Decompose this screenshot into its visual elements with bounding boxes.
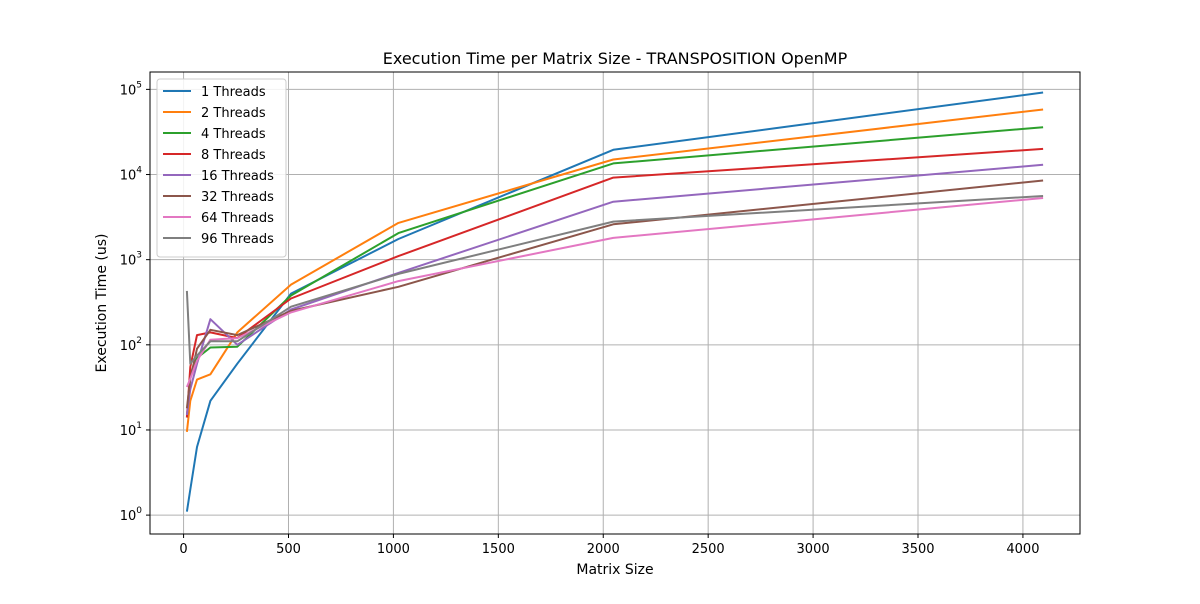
legend-label: 96 Threads [201, 232, 274, 247]
y-tick-label: 101 [120, 421, 142, 439]
legend-label: 4 Threads [201, 127, 266, 142]
legend-label: 16 Threads [201, 169, 274, 184]
x-tick-label: 2500 [692, 542, 725, 557]
legend-label: 32 Threads [201, 190, 274, 205]
legend: 1 Threads 2 Threads 4 Threads 8 Threads 16 T… [156, 78, 287, 258]
legend-label: 1 Threads [201, 85, 266, 100]
y-axis-label: Execution Time (us) [94, 234, 110, 373]
y-tick-label: 105 [120, 80, 142, 98]
series-line [185, 126, 1044, 418]
x-tick-label: 0 [179, 542, 187, 557]
legend-box [156, 78, 287, 258]
series-line [185, 108, 1044, 433]
legend-label: 8 Threads [201, 148, 266, 163]
series-line [185, 197, 1044, 388]
chart-title: Execution Time per Matrix Size - TRANSPO… [383, 49, 848, 68]
x-tick-label: 1000 [377, 542, 410, 557]
y-tick-label: 100 [120, 506, 143, 524]
y-tick-label: 104 [120, 166, 143, 184]
x-tick-label: 3000 [797, 542, 830, 557]
y-tick-label: 103 [120, 251, 142, 269]
x-tick-label: 4000 [1006, 542, 1039, 557]
y-axis-ticks: 100 101 102 103 104 105 [120, 80, 150, 524]
legend-label: 64 Threads [201, 211, 274, 226]
x-tick-label: 1500 [482, 542, 515, 557]
legend-label: 2 Threads [201, 106, 266, 121]
series-line [185, 179, 1044, 409]
x-axis-ticks: 0 500 1000 1500 2000 2500 3000 3500 4000 [179, 534, 1039, 557]
x-tick-label: 2000 [587, 542, 620, 557]
series-line [185, 195, 1044, 365]
series-line [185, 147, 1044, 418]
series-line [185, 163, 1044, 416]
grid [150, 72, 1080, 534]
x-axis-label: Matrix Size [576, 562, 653, 578]
x-tick-label: 3500 [901, 542, 934, 557]
series-line [185, 91, 1044, 512]
plot-area-frame [149, 71, 1081, 535]
series-lines [185, 91, 1044, 512]
y-tick-label: 102 [120, 336, 142, 354]
x-tick-label: 500 [276, 542, 301, 557]
